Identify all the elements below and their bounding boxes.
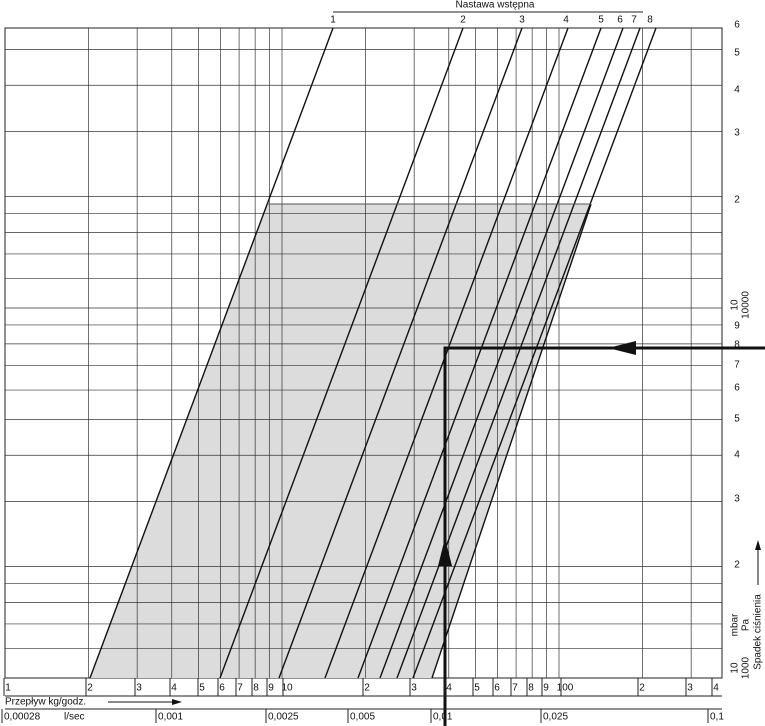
lower-mbar: 10 <box>730 662 741 674</box>
setting-line <box>357 27 602 679</box>
kg-tick-label: 10 <box>281 683 293 694</box>
lsec-tick-label: 0,1 <box>710 712 724 723</box>
unit-mbar: mbar <box>730 613 741 636</box>
lsec-unit: l/sec <box>64 712 85 723</box>
upper-pa: 10000 <box>741 291 752 319</box>
setting-label: 6 <box>617 15 623 26</box>
kg-tick-label: 2 <box>364 683 370 694</box>
setting-line <box>396 27 641 679</box>
setting-label: 7 <box>631 15 637 26</box>
kg-tick-label: 3 <box>411 683 417 694</box>
setting-label: 1 <box>330 15 336 26</box>
pressure-tick-label: 2 <box>734 195 740 206</box>
pressure-tick-label: 3 <box>734 128 740 139</box>
unit-pa: Pa <box>741 618 752 631</box>
kg-tick-label: 2 <box>87 683 93 694</box>
lower-pa: 1000 <box>741 656 752 679</box>
lsec-tick-label: 0,005 <box>350 712 375 723</box>
lsec-tick-label: 0,001 <box>158 712 183 723</box>
setting-line <box>412 27 657 679</box>
curves <box>89 27 657 679</box>
pressure-arrowhead <box>755 540 761 550</box>
pressure-tick-label: 5 <box>734 48 740 59</box>
lsec-tick-label: 0,025 <box>543 712 568 723</box>
kg-tick-label: 2 <box>639 683 645 694</box>
lsec-tick-label: 0,01 <box>433 712 453 723</box>
upper-mbar: 10 <box>730 299 741 311</box>
setting-label: 4 <box>563 15 569 26</box>
kg-tick-label: 7 <box>237 683 243 694</box>
arrow-left <box>608 341 636 355</box>
kg-tick-label: 9 <box>268 683 274 694</box>
shaded-range <box>90 204 591 678</box>
pressure-tick-label: 3 <box>734 494 740 505</box>
kg-tick-label: 8 <box>528 683 534 694</box>
setting-line <box>379 27 624 679</box>
kg-tick-label: 5 <box>474 683 480 694</box>
kg-tick-label: 1 <box>5 683 11 694</box>
arrow-up <box>438 538 452 566</box>
lsec-tick-label: 0,00028 <box>4 712 41 723</box>
kg-tick-label: 100 <box>557 683 574 694</box>
kg-tick-label: 6 <box>219 683 225 694</box>
flow-label: Przepływ kg/godz. <box>5 697 86 708</box>
range-edge <box>431 203 592 679</box>
kg-tick-label: 4 <box>713 683 719 694</box>
kg-tick-label: 3 <box>136 683 142 694</box>
pressure-tick-label: 6 <box>734 383 740 394</box>
setting-line <box>219 27 464 679</box>
kg-tick-label: 3 <box>687 683 693 694</box>
flow-arrowhead <box>172 699 182 705</box>
setting-label: 8 <box>647 15 653 26</box>
pressure-tick-label: 6 <box>734 20 740 31</box>
setting-line <box>278 27 523 679</box>
lsec-tick-label: 0,0025 <box>268 712 299 723</box>
pressure-tick-label: 9 <box>734 321 740 332</box>
setting-label: 5 <box>598 15 604 26</box>
reading-path <box>443 346 765 726</box>
kg-tick-label: 4 <box>171 683 177 694</box>
setting-label: 2 <box>460 15 466 26</box>
pressure-tick-label: 2 <box>734 560 740 571</box>
kg-tick-label: 5 <box>199 683 205 694</box>
setting-label: 3 <box>519 15 525 26</box>
kg-tick-label: 6 <box>494 683 500 694</box>
kg-tick-label: 9 <box>543 683 549 694</box>
pressure-tick-label: 4 <box>734 85 740 96</box>
pressure-tick-label: 5 <box>734 414 740 425</box>
kg-tick-label: 7 <box>512 683 518 694</box>
kg-tick-label: 8 <box>253 683 259 694</box>
pressure-tick-label: 7 <box>734 360 740 371</box>
pressure-title: Spadek ciśnienia <box>753 594 764 670</box>
pressure-tick-label: 8 <box>734 340 740 351</box>
pressure-tick-label: 4 <box>734 450 740 461</box>
setting-line <box>89 27 334 679</box>
top-scale-title: Nastawa wstępna <box>456 0 535 11</box>
kg-tick-label: 4 <box>446 683 452 694</box>
